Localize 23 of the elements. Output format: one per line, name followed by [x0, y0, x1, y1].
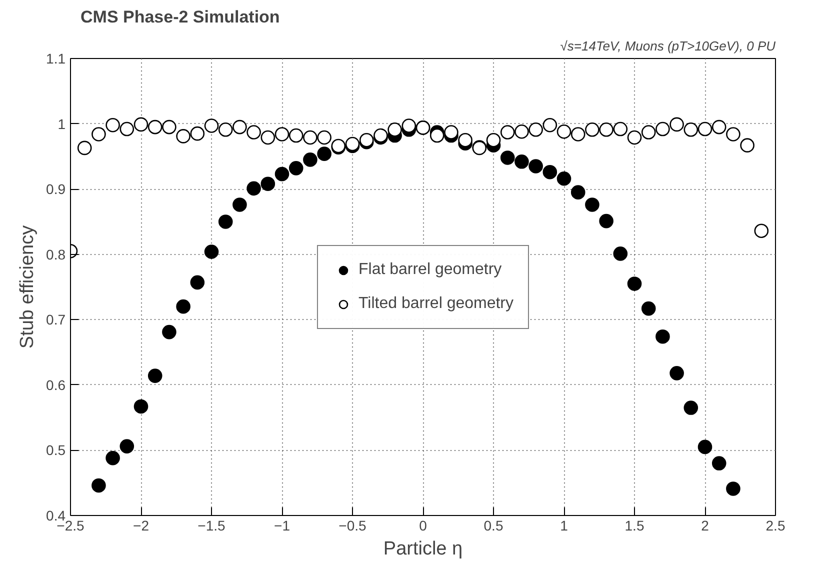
y-tick-label: 0.5 [46, 442, 66, 458]
y-axis-title: Stub efficiency [17, 224, 38, 349]
x-axis-title: Particle η [383, 538, 463, 560]
y-tick-label: 0.7 [46, 312, 66, 328]
y-tick-label: 0.9 [46, 181, 66, 198]
x-tick-label: 0 [419, 518, 428, 534]
y-tick-label: 0.6 [46, 376, 66, 393]
x-tick-label: 2.5 [766, 518, 786, 534]
y-tick-label: 0.8 [46, 246, 66, 262]
x-tick-label: −1.5 [198, 518, 226, 534]
x-tick-label: −2 [133, 518, 150, 534]
x-tick-label: 0.5 [484, 518, 504, 534]
x-tick-label: 1.5 [624, 518, 644, 534]
chart-subtitle: √s=14TeV, Muons (pT>10GeV), 0 PU [560, 38, 776, 54]
x-tick-label: −0.5 [338, 518, 367, 534]
chart-title: CMS Phase-2 Simulation [80, 8, 280, 26]
y-tick-label: 1 [58, 116, 66, 132]
x-tick-label: 1 [560, 518, 568, 534]
x-tick-label: −1 [274, 518, 290, 534]
legend-label: Flat barrel geometry [358, 260, 502, 278]
y-tick-label: 1.1 [46, 50, 66, 66]
x-tick-label: 2 [701, 518, 710, 534]
legend-label: Tilted barrel geometry [358, 294, 514, 312]
